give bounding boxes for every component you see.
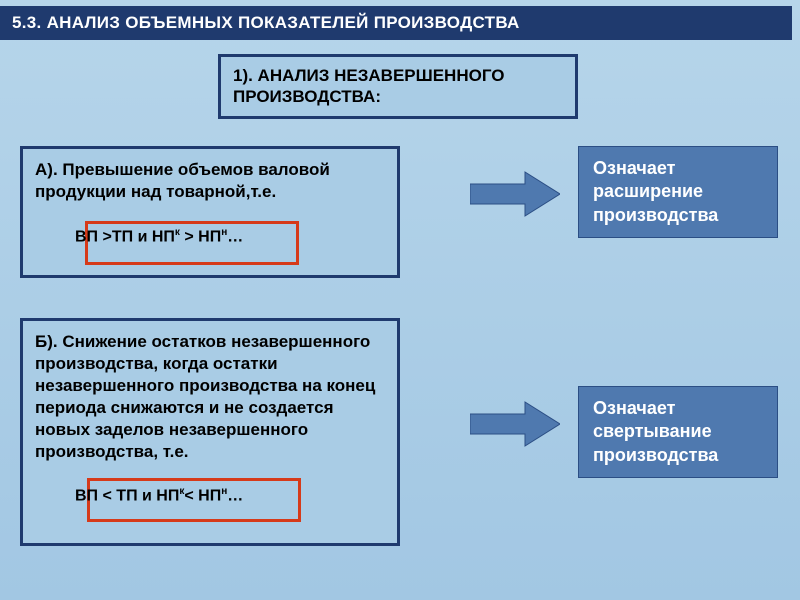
result-b: Означает свертывание производства bbox=[578, 386, 778, 478]
arrow-b bbox=[470, 400, 560, 448]
panel-b-title: Б). Снижение остатков незавершенного про… bbox=[35, 331, 385, 464]
formula-b-suffix: … bbox=[227, 487, 243, 504]
subtitle-box: 1). АНАЛИЗ НЕЗАВЕРШЕННОГО ПРОИЗВОДСТВА: bbox=[218, 54, 578, 119]
result-b-text: Означает свертывание производства bbox=[593, 398, 718, 465]
panel-b: Б). Снижение остатков незавершенного про… bbox=[20, 318, 400, 546]
result-a: Означает расширение производства bbox=[578, 146, 778, 238]
subtitle-text: 1). АНАЛИЗ НЕЗАВЕРШЕННОГО ПРОИЗВОДСТВА: bbox=[233, 66, 504, 106]
arrow-icon bbox=[470, 400, 560, 448]
formula-a-prefix: ВП >ТП и НП bbox=[75, 229, 175, 246]
formula-a-mid: > НП bbox=[180, 229, 221, 246]
arrow-icon bbox=[470, 170, 560, 218]
panel-a: А). Превышение объемов валовой продукции… bbox=[20, 146, 400, 278]
section-title: 5.3. АНАЛИЗ ОБЪЕМНЫХ ПОКАЗАТЕЛЕЙ ПРОИЗВО… bbox=[12, 13, 520, 33]
formula-b-mid: < НП bbox=[184, 487, 221, 504]
panel-a-title: А). Превышение объемов валовой продукции… bbox=[35, 159, 385, 203]
panel-a-formula-wrap: ВП >ТП и НПк > НПн… bbox=[35, 215, 385, 259]
arrow-a bbox=[470, 170, 560, 218]
section-header: 5.3. АНАЛИЗ ОБЪЕМНЫХ ПОКАЗАТЕЛЕЙ ПРОИЗВО… bbox=[0, 6, 792, 40]
arrow-shape bbox=[470, 172, 560, 216]
arrow-shape bbox=[470, 402, 560, 446]
panel-a-formula: ВП >ТП и НПк > НПн… bbox=[75, 227, 243, 246]
slide: 5.3. АНАЛИЗ ОБЪЕМНЫХ ПОКАЗАТЕЛЕЙ ПРОИЗВО… bbox=[0, 0, 800, 600]
formula-a-suffix: … bbox=[227, 229, 243, 246]
result-a-text: Означает расширение производства bbox=[593, 158, 718, 225]
panel-b-formula: ВП < ТП и НПк< НПн… bbox=[75, 486, 243, 505]
panel-b-formula-wrap: ВП < ТП и НПк< НПн… bbox=[35, 482, 385, 522]
formula-b-prefix: ВП < ТП и НП bbox=[75, 487, 179, 504]
